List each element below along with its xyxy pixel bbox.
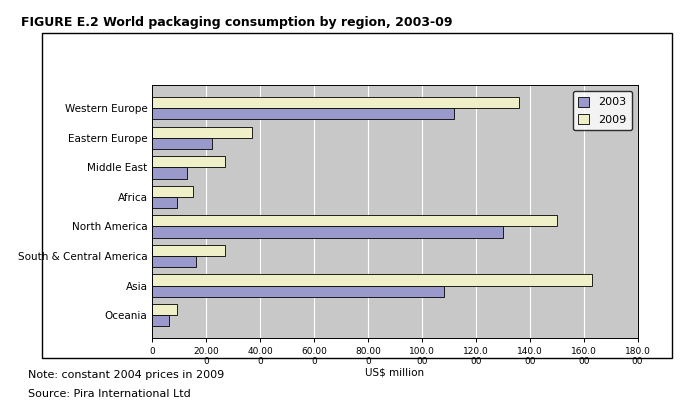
Bar: [152, 167, 188, 179]
Bar: [152, 156, 225, 167]
Text: Note: constant 2004 prices in 2009: Note: constant 2004 prices in 2009: [28, 370, 224, 381]
Bar: [152, 108, 455, 119]
Bar: [152, 197, 177, 208]
Legend: 2003, 2009: 2003, 2009: [572, 91, 632, 130]
Bar: [152, 226, 503, 238]
Bar: [152, 127, 252, 138]
Bar: [152, 97, 519, 108]
Text: Source: Pira International Ltd: Source: Pira International Ltd: [28, 389, 191, 399]
Bar: [152, 138, 212, 149]
Text: FIGURE E.2 World packaging consumption by region, 2003-09: FIGURE E.2 World packaging consumption b…: [21, 16, 453, 29]
Bar: [152, 274, 592, 286]
Bar: [152, 186, 193, 197]
Bar: [152, 304, 177, 315]
Bar: [152, 215, 556, 226]
Bar: [152, 315, 168, 326]
Bar: [152, 256, 195, 267]
Bar: [152, 286, 444, 297]
X-axis label: US$ million: US$ million: [365, 368, 425, 378]
Bar: [152, 245, 225, 256]
